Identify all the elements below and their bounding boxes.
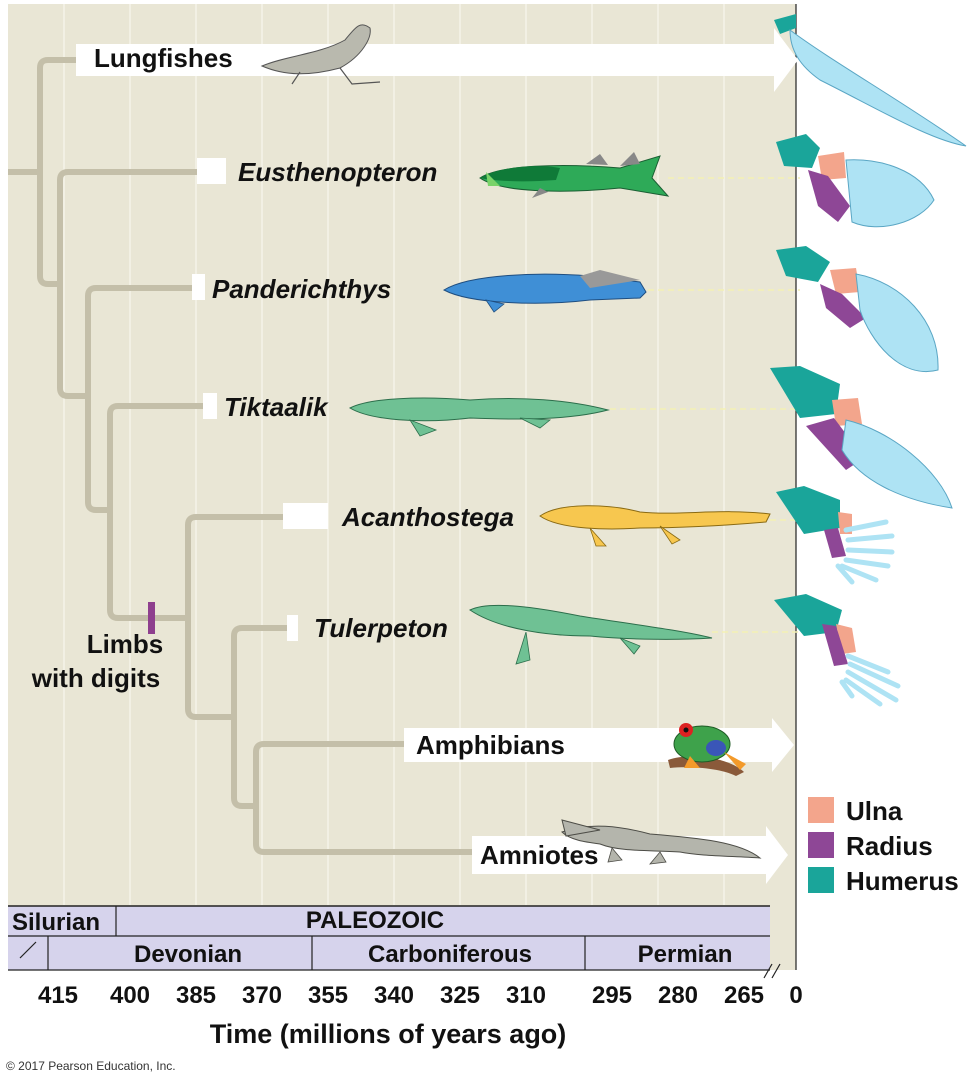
- period-carboniferous: Carboniferous: [368, 941, 532, 968]
- tiktaalik-fin-bones-icon: [770, 366, 953, 509]
- panderichthys-icon: [442, 270, 647, 313]
- legend-label-humerus: Humerus: [846, 866, 959, 896]
- chart-panel: [8, 4, 796, 970]
- period-permian: Permian: [638, 941, 733, 968]
- copyright-credit: © 2017 Pearson Education, Inc.: [6, 1059, 176, 1073]
- limb-marker-line2: with digits: [31, 663, 161, 693]
- tick-label: 295: [592, 982, 632, 1009]
- taxon-label-tiktaalik: Tiktaalik: [224, 392, 329, 422]
- time-axis-ticks: 415 400 385 370 355 340 325 310 295 280 …: [38, 982, 803, 1009]
- taxon-label-panderichthys: Panderichthys: [212, 274, 391, 304]
- tick-label: 355: [308, 982, 348, 1009]
- legend-swatch-radius: [808, 832, 834, 858]
- phylogenetic-tree: [8, 57, 474, 855]
- legend: Ulna Radius Humerus: [808, 796, 959, 896]
- legend-swatch-humerus: [808, 867, 834, 893]
- limb-marker-line1: Limbs: [87, 629, 164, 659]
- lungfish-icon: [260, 24, 381, 85]
- acanthostega-icon: [539, 505, 771, 547]
- legend-label-ulna: Ulna: [846, 796, 903, 826]
- eusthenopteron-icon: [479, 152, 670, 198]
- tick-label: 415: [38, 982, 78, 1009]
- tick-label: 265: [724, 982, 764, 1009]
- tick-label: 325: [440, 982, 480, 1009]
- panderichthys-fin-bones-icon: [776, 246, 939, 373]
- frog-icon: [668, 723, 746, 776]
- fossil-range-bars: [192, 158, 328, 641]
- period-silurian: Silurian: [12, 909, 100, 936]
- lungfishes-arrow: [76, 28, 798, 92]
- tick-label: 340: [374, 982, 414, 1009]
- tick-label: 385: [176, 982, 216, 1009]
- tick-label: 400: [110, 982, 150, 1009]
- tulerpeton-icon: [469, 604, 713, 665]
- tulerpeton-limb-bones-icon: [774, 594, 901, 707]
- taxon-label-amphibians: Amphibians: [416, 730, 565, 760]
- period-devonian: Devonian: [134, 941, 242, 968]
- taxon-label-eusthenopteron: Eusthenopteron: [238, 157, 437, 187]
- eusthenopteron-fin-bones-icon: [776, 134, 935, 228]
- tick-label: 0: [789, 982, 802, 1009]
- era-paleozoic: PALEOZOIC: [306, 907, 444, 934]
- axis-title: Time (millions of years ago): [210, 1019, 567, 1049]
- tiktaalik-icon: [348, 397, 610, 437]
- tick-label: 370: [242, 982, 282, 1009]
- limb-origin-marker: [148, 602, 155, 634]
- legend-label-radius: Radius: [846, 831, 933, 861]
- taxon-label-amniotes: Amniotes: [480, 840, 598, 870]
- geologic-timescale: Silurian PALEOZOIC Devonian Carboniferou…: [8, 905, 781, 979]
- taxon-label-acanthostega: Acanthostega: [341, 502, 514, 532]
- tick-label: 280: [658, 982, 698, 1009]
- acanthostega-limb-bones-icon: [776, 486, 895, 585]
- tick-label: 310: [506, 982, 546, 1009]
- crocodile-icon: [561, 819, 762, 865]
- taxon-label-tulerpeton: Tulerpeton: [314, 613, 448, 643]
- taxon-label-lungfishes: Lungfishes: [94, 43, 233, 73]
- lungfish-fin-bones-icon: [774, 14, 967, 147]
- legend-swatch-ulna: [808, 797, 834, 823]
